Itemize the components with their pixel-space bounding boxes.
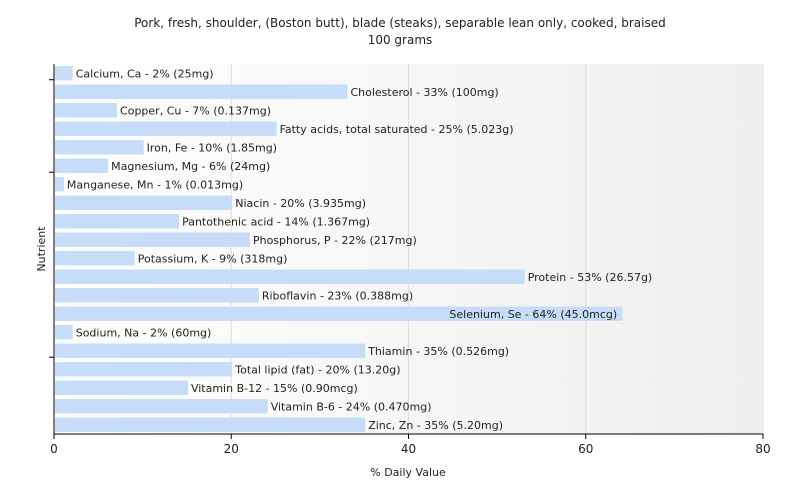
bar: [55, 214, 180, 229]
bar-label: Magnesium, Mg - 6% (24mg): [111, 160, 270, 173]
x-tick-label: 40: [401, 442, 416, 456]
bar: [55, 66, 73, 81]
bar: [55, 343, 366, 358]
bar-label: Sodium, Na - 2% (60mg): [76, 326, 212, 339]
x-axis-title: % Daily Value: [370, 466, 446, 479]
x-tick-label: 80: [755, 442, 770, 456]
bar: [55, 84, 348, 99]
bar-label: Manganese, Mn - 1% (0.013mg): [67, 178, 243, 191]
bar-label: Pantothenic acid - 14% (1.367mg): [182, 215, 370, 228]
bar: [55, 288, 259, 303]
bar-label: Potassium, K - 9% (318mg): [138, 252, 288, 265]
bar: [55, 177, 64, 192]
bar-label: Selenium, Se - 64% (45.0mcg): [449, 308, 617, 321]
x-tick-label: 0: [50, 442, 58, 456]
bar: [55, 140, 144, 155]
chart-title: Pork, fresh, shoulder, (Boston butt), bl…: [134, 16, 666, 30]
bar: [55, 158, 109, 173]
bar: [55, 417, 366, 432]
x-tick-label: 60: [578, 442, 593, 456]
bar-label: Iron, Fe - 10% (1.85mg): [147, 141, 277, 154]
bar-label: Fatty acids, total saturated - 25% (5.02…: [280, 123, 514, 136]
bar-label: Total lipid (fat) - 20% (13.20g): [234, 363, 400, 376]
bar: [55, 103, 118, 118]
bar-label: Cholesterol - 33% (100mg): [350, 86, 498, 99]
bar: [55, 251, 135, 266]
bar-label: Copper, Cu - 7% (0.137mg): [120, 104, 271, 117]
y-axis-title: Nutrient: [35, 226, 48, 272]
bar-label: Riboflavin - 23% (0.388mg): [262, 289, 413, 302]
bar-series: Calcium, Ca - 2% (25mg) Cholesterol - 33%…: [55, 66, 652, 432]
bar: [55, 121, 277, 136]
bar: [55, 325, 73, 340]
chart-subtitle: 100 grams: [368, 33, 433, 47]
bar-label: Protein - 53% (26.57g): [528, 271, 653, 284]
x-axis-ticks: 0 20 40 60 80: [50, 434, 771, 456]
bar-label: Zinc, Zn - 35% (5.20mg): [368, 419, 503, 432]
bar-label: Vitamin B-6 - 24% (0.470mg): [271, 400, 432, 413]
bar: [55, 232, 250, 247]
x-tick-label: 20: [224, 442, 239, 456]
bar-label: Vitamin B-12 - 15% (0.90mcg): [191, 382, 358, 395]
bar-label: Niacin - 20% (3.935mg): [235, 197, 366, 210]
bar: [55, 399, 268, 414]
bar: [55, 306, 623, 321]
bar-label: Calcium, Ca - 2% (25mg): [76, 67, 214, 80]
bar-label: Phosphorus, P - 22% (217mg): [253, 234, 417, 247]
bar: [55, 269, 525, 284]
bar: [55, 380, 188, 395]
bar-label: Thiamin - 35% (0.526mg): [367, 345, 509, 358]
bar: [55, 362, 233, 377]
bar: [55, 195, 233, 210]
